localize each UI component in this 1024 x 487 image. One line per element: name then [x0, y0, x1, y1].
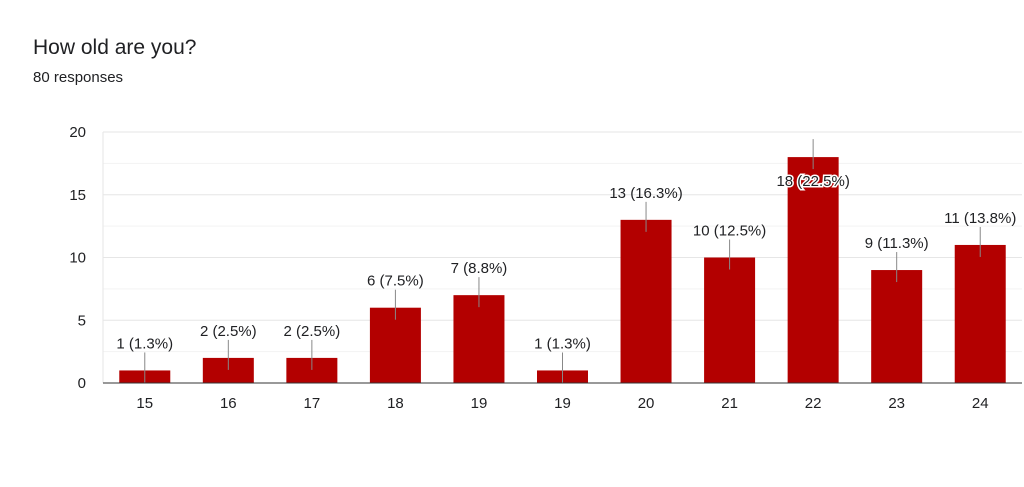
x-tick-label: 22	[805, 395, 822, 412]
data-label: 1 (1.3%)	[116, 335, 173, 352]
data-label: 2 (2.5%)	[284, 323, 341, 340]
bar	[954, 244, 1006, 383]
x-tick-label: 17	[304, 395, 321, 412]
data-label: 6 (7.5%)	[367, 273, 424, 290]
data-label: 18 (22.5%)	[776, 173, 849, 190]
data-label: 11 (13.8%)	[944, 210, 1016, 227]
x-tick-label: 20	[638, 395, 655, 412]
x-tick-label: 24	[972, 395, 989, 412]
bar	[453, 295, 505, 383]
bar	[620, 219, 672, 383]
bar	[787, 157, 839, 383]
x-tick-label: 18	[387, 395, 404, 412]
x-tick-label: 16	[220, 395, 237, 412]
response-count: 80 responses	[33, 69, 124, 86]
data-label: 7 (8.8%)	[451, 260, 508, 277]
data-label: 13 (16.3%)	[609, 185, 682, 202]
x-tick-label: 15	[136, 395, 153, 412]
y-tick-label: 10	[69, 250, 86, 267]
y-tick-label: 15	[69, 187, 86, 204]
y-tick-label: 0	[78, 375, 86, 392]
x-tick-label: 21	[721, 395, 738, 412]
question-title: How old are you?	[33, 36, 197, 59]
data-label: 9 (11.3%)	[865, 235, 929, 252]
bar	[704, 257, 756, 383]
y-tick-label: 20	[69, 124, 86, 141]
bar	[871, 270, 923, 383]
y-axis-ticks: 0 5 10 15 20	[69, 124, 86, 392]
x-axis-ticks: 15 16 17 18 19 19 20 21 22 23 24	[136, 395, 988, 412]
x-tick-label: 19	[471, 395, 488, 412]
x-tick-label: 23	[888, 395, 905, 412]
data-label: 10 (12.5%)	[693, 223, 766, 240]
bar	[369, 307, 421, 383]
x-tick-label: 19	[554, 395, 571, 412]
bars: 1 (1.3%) 2 (2.5%) 2 (2.5%) 6 (7.5%) 7 (8.8%)…	[116, 139, 1016, 383]
y-tick-label: 5	[78, 312, 86, 329]
data-label: 2 (2.5%)	[200, 323, 257, 340]
gridlines	[102, 131, 1022, 383]
data-label: 1 (1.3%)	[534, 335, 591, 352]
